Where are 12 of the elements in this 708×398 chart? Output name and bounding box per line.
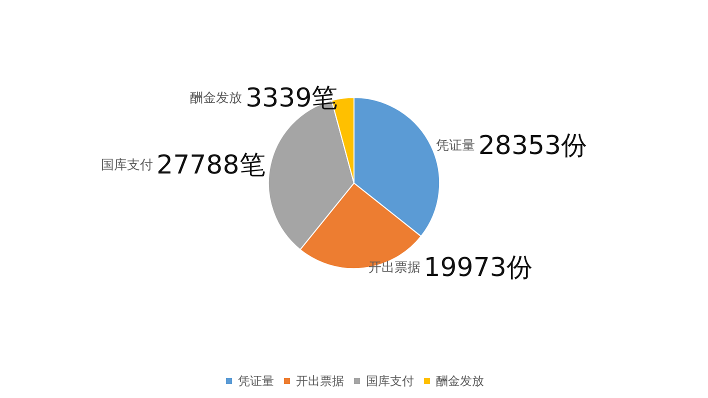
slice-label: 凭证量: [436, 138, 476, 154]
data-label: 28353份: [478, 130, 588, 161]
data-label: 19973份: [424, 253, 532, 284]
data-label: 27788笔: [156, 150, 266, 180]
legend-label: 凭证量: [238, 374, 274, 388]
slice-label: 酬金发放: [190, 90, 242, 106]
legend-label: 酬金发放: [436, 374, 484, 388]
slice-label: 开出票据: [368, 260, 420, 276]
slice-label: 国库支付: [101, 158, 154, 173]
legend-label: 开出票据: [296, 374, 344, 388]
legend-label: 国库支付: [366, 374, 414, 388]
data-label: 3339笔: [246, 83, 338, 114]
